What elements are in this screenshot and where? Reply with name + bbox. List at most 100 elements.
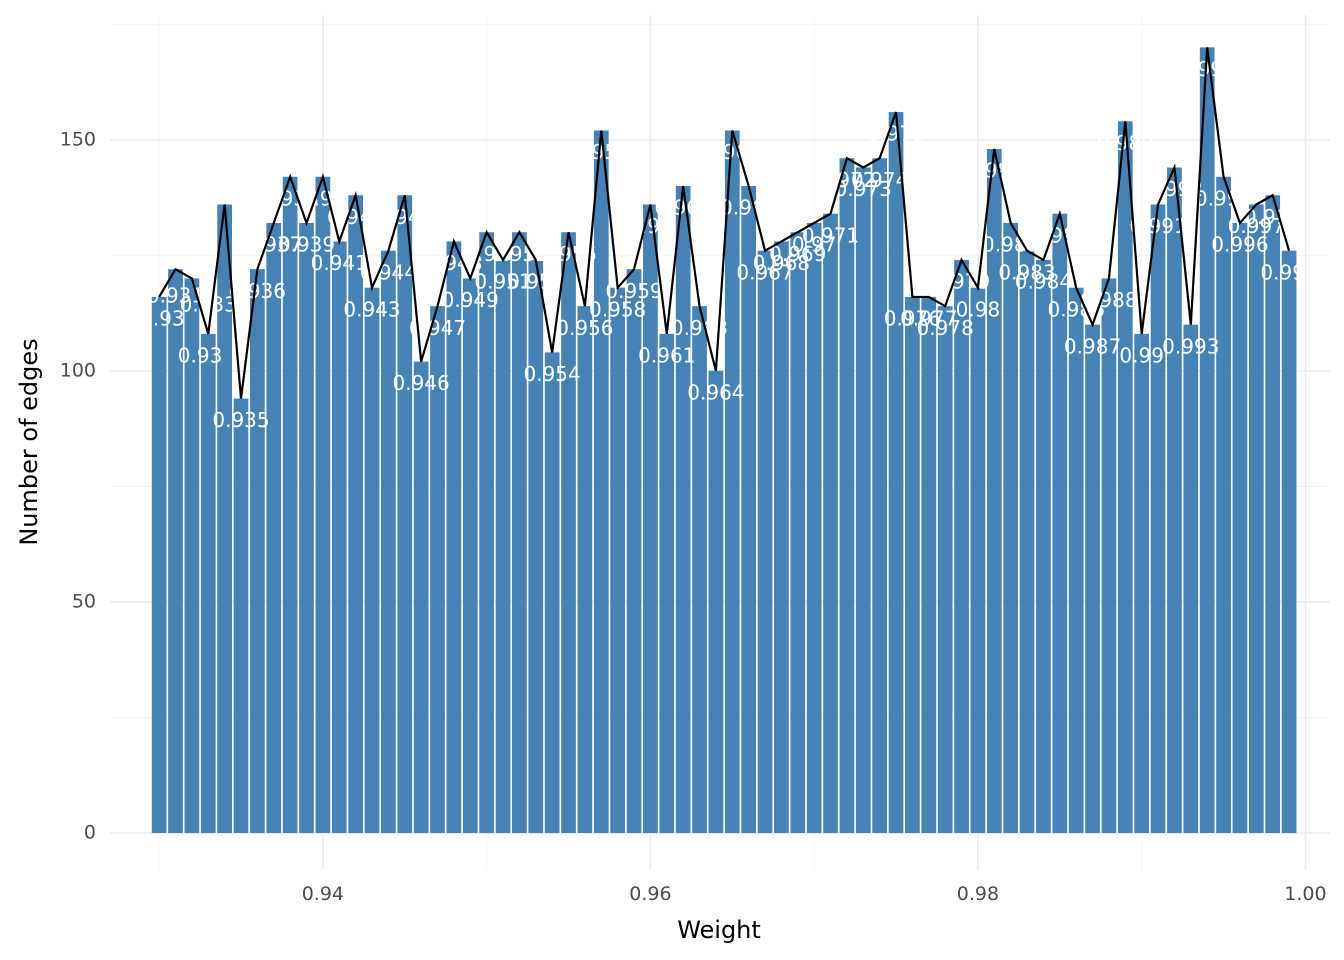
bar-value-label: 0.936	[229, 279, 286, 303]
y-tick-label: 0	[84, 822, 96, 844]
bar	[626, 269, 642, 834]
bar	[937, 306, 953, 834]
bar	[528, 259, 544, 834]
bar-value-label: 0.968	[753, 251, 810, 275]
bar-value-label: 0.957	[573, 140, 630, 164]
bar-value-label: 0.933	[180, 293, 237, 317]
bar	[1232, 222, 1248, 834]
bar-value-label: 0.969	[769, 242, 826, 266]
bar	[1265, 195, 1281, 834]
bar-value-label: 0.99	[1119, 344, 1164, 368]
bar	[692, 306, 707, 834]
bar	[888, 112, 904, 834]
count-line	[158, 47, 1291, 399]
bar	[168, 269, 183, 834]
bar	[954, 259, 969, 834]
bar	[1281, 250, 1297, 834]
bar	[462, 278, 478, 834]
bar	[593, 130, 609, 834]
bar	[1199, 47, 1215, 834]
bar	[446, 241, 462, 834]
bar	[774, 241, 789, 834]
bar-value-label: 0.971	[802, 223, 859, 247]
bar	[561, 232, 576, 834]
x-tick-label: 0.98	[957, 883, 999, 905]
bar	[1183, 324, 1199, 834]
bar-value-label: 0.94	[301, 186, 346, 210]
bar	[970, 287, 986, 834]
bar	[397, 195, 413, 834]
bar	[610, 287, 626, 834]
bar-value-label: 0.967	[736, 260, 793, 284]
bar-value-label: 0.941	[311, 251, 368, 275]
y-tick-label: 50	[72, 590, 96, 612]
x-tick-label: 0.94	[302, 883, 344, 905]
bar	[675, 186, 691, 834]
bar-value-label: 0.987	[1064, 334, 1121, 358]
bar-value-label: 0.959	[605, 279, 662, 303]
bar	[479, 232, 495, 834]
bar	[1085, 324, 1100, 834]
bar-value-label: 0.961	[638, 344, 695, 368]
bar-value-label: 0.976	[884, 307, 941, 331]
bar	[200, 333, 216, 834]
bar	[315, 176, 331, 834]
bar-value-label: 0.939	[278, 233, 335, 257]
bar-value-label: 0.937	[245, 233, 302, 257]
bar-value-label: 0.958	[589, 297, 646, 321]
bar-value-label: 0.93	[140, 307, 185, 331]
bar	[1167, 167, 1182, 834]
bar	[643, 204, 658, 834]
bar-value-label: 0.988	[1080, 288, 1137, 312]
bar-value-label: 0.949	[442, 288, 499, 312]
bar-value-label: 0.938	[262, 186, 319, 210]
bar	[986, 149, 1002, 834]
bar	[233, 398, 249, 834]
bar-value-label: 0.985	[1031, 223, 1088, 247]
bar-value-label: 0.978	[917, 316, 974, 340]
bar-value-label: 0.995	[1195, 186, 1252, 210]
bar	[250, 269, 265, 834]
bar-value-label: 0.999	[1260, 260, 1317, 284]
y-axis-title: Number of edges	[15, 338, 43, 545]
bar	[708, 370, 724, 834]
bar-value-label: 0.942	[327, 205, 384, 229]
bar-value-label: 0.993	[1162, 334, 1219, 358]
bar-value-label: 0.945	[376, 205, 433, 229]
bar	[299, 222, 314, 834]
bar	[806, 222, 822, 834]
bar-value-label: 0.96	[628, 214, 673, 238]
bar	[495, 259, 511, 834]
bar-value-label: 0.954	[524, 362, 581, 386]
bar-value-label: 0.996	[1211, 233, 1268, 257]
bar	[1216, 176, 1231, 834]
bar-value-label: 0.977	[900, 307, 957, 331]
bar	[331, 241, 347, 834]
bar-value-label: 0.953	[507, 270, 564, 294]
y-axis-ticks: 0 50 100 150	[60, 128, 96, 843]
bar	[266, 222, 282, 834]
bar	[381, 250, 396, 834]
bar	[823, 213, 838, 834]
x-axis-title: Weight	[677, 916, 761, 944]
bar	[872, 158, 888, 834]
bar	[659, 333, 675, 834]
bar	[905, 296, 920, 834]
bar	[430, 306, 445, 834]
bar	[724, 130, 740, 834]
bar-value-label: 0.981	[966, 159, 1023, 183]
bar-series	[151, 47, 1297, 834]
bar-value-label: 0.946	[393, 371, 450, 395]
bar-value-label: 0.943	[343, 297, 400, 321]
bar	[184, 278, 200, 834]
bar	[364, 287, 380, 834]
y-tick-label: 100	[60, 359, 96, 381]
bar-value-label: 0.95	[464, 242, 509, 266]
y-tick-label: 150	[60, 128, 96, 150]
bar	[1036, 259, 1051, 834]
bar	[1052, 213, 1068, 834]
x-tick-label: 1.00	[1284, 883, 1326, 905]
bar	[790, 232, 806, 834]
bar-value-label: 0.974	[851, 168, 908, 192]
